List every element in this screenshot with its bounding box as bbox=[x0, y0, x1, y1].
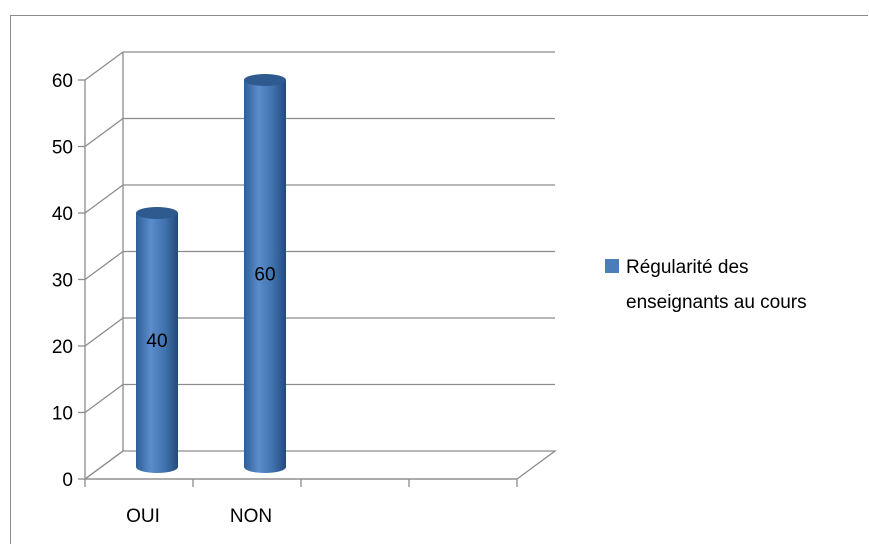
data-labels: 40 60 bbox=[146, 265, 275, 353]
x-tick-labels: OUI NON bbox=[126, 506, 272, 527]
y-tick-label-2: 20 bbox=[52, 337, 73, 358]
gridline-side-1 bbox=[84, 383, 124, 414]
gridlines bbox=[83, 51, 557, 480]
y-tick-labels: 0 10 20 30 40 50 60 bbox=[52, 71, 73, 491]
bars bbox=[136, 74, 286, 473]
legend-label-line-1: Régularité des bbox=[626, 257, 749, 278]
x-tick-label-non: NON bbox=[230, 506, 272, 527]
bar-top-oui bbox=[136, 207, 178, 219]
x-tick-label-oui: OUI bbox=[126, 506, 160, 527]
data-label-non: 60 bbox=[254, 265, 275, 286]
gridline-side-5 bbox=[84, 117, 124, 148]
y-tick-label-4: 40 bbox=[52, 204, 73, 225]
axes bbox=[78, 52, 518, 487]
data-label-oui: 40 bbox=[146, 331, 167, 352]
bar-non bbox=[244, 80, 286, 473]
y-tick-label-6: 60 bbox=[52, 71, 73, 92]
gridline-side-6 bbox=[84, 51, 124, 81]
y-tick-label-1: 10 bbox=[52, 404, 73, 425]
y-tick-label-3: 30 bbox=[52, 271, 73, 292]
y-tick-label-0: 0 bbox=[62, 470, 73, 491]
chart-frame bbox=[10, 15, 868, 544]
bar-oui bbox=[136, 213, 178, 473]
legend-swatch bbox=[605, 259, 619, 273]
gridline-side-3 bbox=[84, 250, 124, 281]
gridline-side-4 bbox=[84, 184, 124, 214]
y-tick-label-5: 50 bbox=[52, 138, 73, 159]
gridline-side-2 bbox=[84, 317, 124, 347]
legend-label-line-2: enseignants au cours bbox=[626, 292, 807, 313]
bar-top-non bbox=[244, 74, 286, 86]
legend: Régularité des enseignants au cours bbox=[605, 257, 807, 313]
